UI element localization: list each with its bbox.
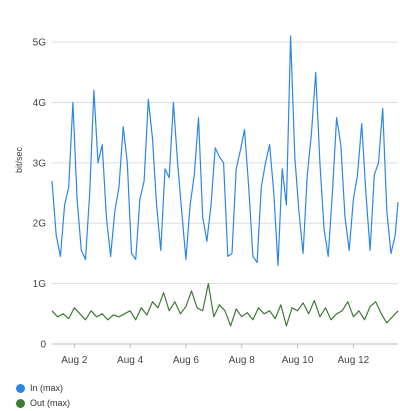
y-tick-label: 5G <box>33 38 47 49</box>
legend-label-in: In (max) <box>30 383 64 393</box>
y-tick-label: 4G <box>33 98 47 109</box>
series-out-max-line <box>51 283 399 327</box>
x-tick-label: Aug 10 <box>282 355 314 366</box>
y-tick-label: 2G <box>33 219 47 230</box>
grid-lines <box>52 41 398 345</box>
y-tick-label: 3G <box>33 158 47 169</box>
x-tick-label: Aug 2 <box>61 355 88 366</box>
legend-item-out[interactable]: Out (max) <box>16 396 70 410</box>
x-axis-ticks: Aug 2 Aug 4 Aug 6 Aug 8 Aug 10 Aug 12 <box>61 344 370 366</box>
legend-swatch-out <box>16 398 25 408</box>
series-in-max-line <box>51 35 399 267</box>
legend-item-in[interactable]: In (max) <box>16 381 70 395</box>
x-tick-label: Aug 8 <box>229 355 256 366</box>
y-tick-label: 0 <box>40 340 46 351</box>
legend-swatch-in <box>16 383 25 393</box>
legend: In (max) Out (max) <box>16 381 70 411</box>
legend-label-out: Out (max) <box>30 398 71 408</box>
x-tick-label: Aug 12 <box>338 355 370 366</box>
x-tick-label: Aug 6 <box>173 355 200 366</box>
y-axis-ticks: 0 1G 2G 3G 4G 5G <box>33 38 47 351</box>
series-lines <box>51 35 399 327</box>
y-tick-label: 1G <box>33 279 47 290</box>
x-tick-label: Aug 4 <box>117 355 144 366</box>
y-axis-title: bit/sec <box>14 146 24 173</box>
